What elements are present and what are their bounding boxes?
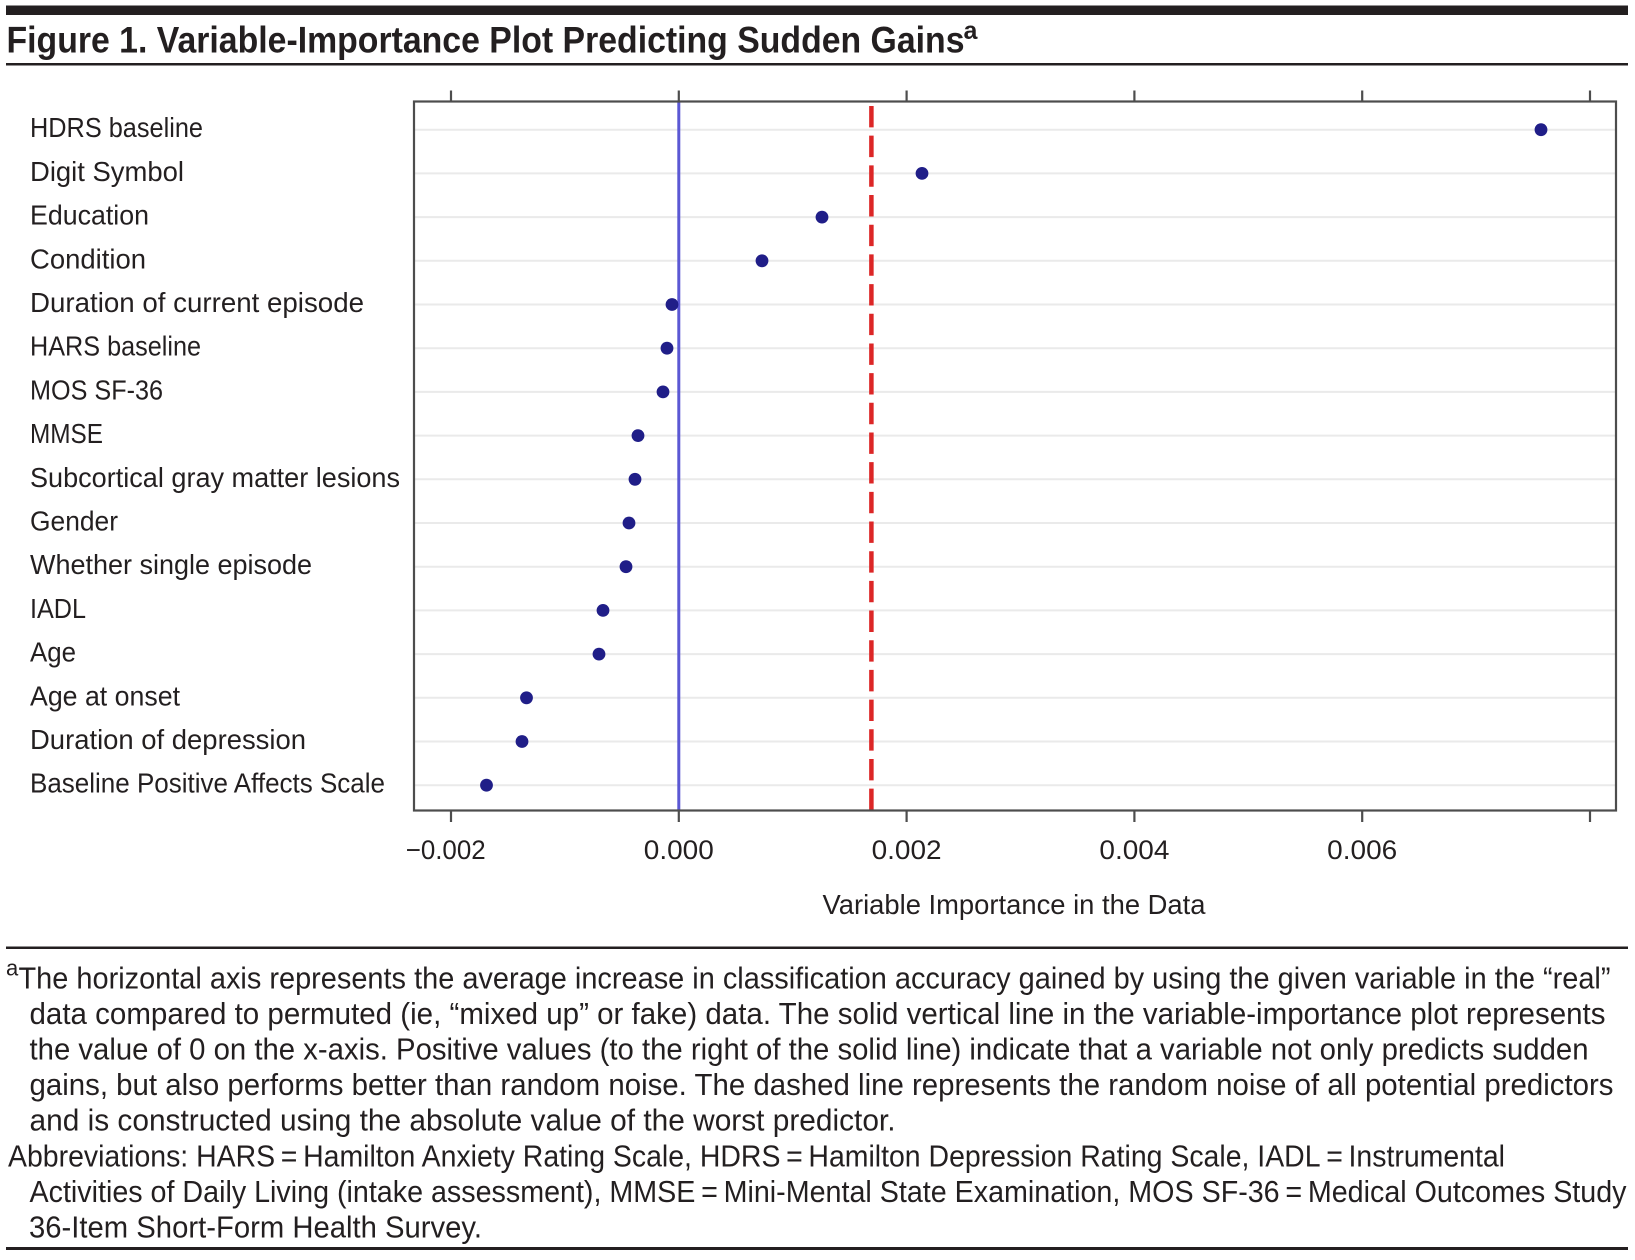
svg-text:0.004: 0.004 — [1099, 835, 1169, 865]
svg-text:MOS SF-36: MOS SF-36 — [30, 374, 163, 405]
svg-text:Gender: Gender — [30, 506, 118, 537]
svg-text:a: a — [6, 956, 19, 981]
svg-text:gains, but also performs bette: gains, but also performs better than ran… — [30, 1067, 1614, 1102]
svg-text:Subcortical gray matter lesion: Subcortical gray matter lesions — [30, 462, 400, 493]
svg-text:and is constructed using the a: and is constructed using the absolute va… — [30, 1103, 896, 1138]
svg-text:Duration of current episode: Duration of current episode — [30, 287, 364, 318]
svg-text:HDRS baseline: HDRS baseline — [30, 112, 203, 143]
svg-text:MMSE: MMSE — [30, 418, 103, 449]
svg-text:Age: Age — [30, 637, 76, 668]
svg-text:data compared to permuted (ie,: data compared to permuted (ie, “mixed up… — [30, 996, 1606, 1031]
svg-text:Condition: Condition — [30, 243, 146, 274]
svg-text:0.000: 0.000 — [644, 835, 714, 865]
svg-text:Digit Symbol: Digit Symbol — [30, 156, 184, 187]
svg-text:Variable Importance in the Dat: Variable Importance in the Data — [823, 889, 1206, 920]
svg-text:Baseline Positive Affects Scal: Baseline Positive Affects Scale — [30, 768, 385, 799]
svg-text:Activities of Daily Living (in: Activities of Daily Living (intake asses… — [30, 1174, 1627, 1209]
svg-text:36-Item Short-Form Health Surv: 36-Item Short-Form Health Survey. — [29, 1210, 482, 1245]
svg-text:−0.002: −0.002 — [406, 835, 486, 865]
svg-text:Duration of depression: Duration of depression — [30, 724, 306, 755]
svg-text:Education: Education — [30, 200, 149, 231]
svg-text:Figure 1. Variable-Importance: Figure 1. Variable-Importance Plot Predi… — [7, 20, 965, 61]
svg-text:HARS baseline: HARS baseline — [30, 331, 201, 362]
svg-text:Abbreviations: HARS = Hamilton: Abbreviations: HARS = Hamilton Anxiety R… — [8, 1138, 1505, 1173]
svg-text:a: a — [964, 17, 979, 45]
svg-text:The horizontal axis represents: The horizontal axis represents the avera… — [19, 960, 1611, 995]
svg-text:0.002: 0.002 — [872, 835, 942, 865]
svg-text:IADL: IADL — [30, 593, 86, 624]
svg-text:Age at onset: Age at onset — [30, 680, 180, 711]
svg-text:0.006: 0.006 — [1327, 835, 1397, 865]
svg-text:Whether single episode: Whether single episode — [30, 549, 312, 580]
svg-text:the value of 0 on the x-axis.: the value of 0 on the x-axis. Positive v… — [30, 1032, 1589, 1067]
